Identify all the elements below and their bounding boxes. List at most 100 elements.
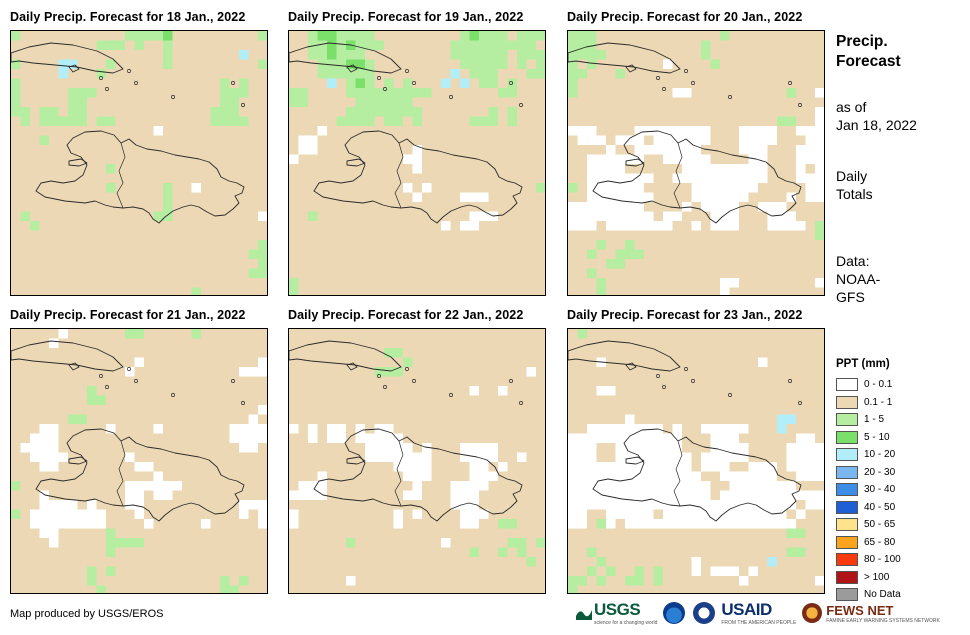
precip-cell bbox=[182, 192, 192, 203]
precip-cell bbox=[327, 452, 337, 463]
precip-cell bbox=[201, 538, 211, 548]
precip-cell bbox=[653, 538, 664, 548]
precip-cell bbox=[96, 452, 107, 463]
precip-cell bbox=[825, 98, 826, 108]
precip-cell bbox=[777, 576, 787, 586]
precip-cell bbox=[49, 173, 59, 184]
precip-cell bbox=[201, 249, 211, 260]
precip-cell bbox=[384, 192, 394, 203]
precip-cell bbox=[403, 405, 413, 415]
precip-cell bbox=[229, 519, 240, 529]
precip-cell bbox=[298, 116, 309, 127]
precip-cell bbox=[163, 376, 173, 387]
precip-cell bbox=[422, 338, 432, 349]
precip-cell bbox=[546, 88, 547, 98]
precip-cell bbox=[546, 491, 547, 501]
precip-cell bbox=[526, 211, 537, 222]
precip-cell bbox=[625, 59, 635, 70]
precip-cell bbox=[653, 367, 664, 377]
precip-cell bbox=[615, 585, 626, 593]
precip-cell bbox=[606, 462, 616, 472]
precip-cell bbox=[39, 519, 50, 529]
precip-cell bbox=[625, 348, 635, 358]
precip-cell bbox=[87, 414, 97, 425]
precip-cell bbox=[634, 528, 645, 539]
precip-cell bbox=[11, 145, 21, 155]
precip-cell bbox=[210, 183, 221, 193]
precip-cell bbox=[710, 278, 721, 288]
precip-cell bbox=[327, 107, 337, 117]
precip-cell bbox=[796, 500, 806, 510]
precip-cell bbox=[777, 192, 787, 203]
precip-cell bbox=[346, 211, 356, 222]
precip-cell bbox=[469, 249, 480, 260]
precip-cell bbox=[606, 31, 616, 41]
precip-cell bbox=[336, 329, 347, 339]
islet bbox=[728, 95, 732, 99]
precip-cell bbox=[239, 69, 249, 79]
precip-cell bbox=[144, 471, 154, 482]
precip-cell bbox=[536, 183, 545, 193]
precip-cell bbox=[739, 259, 749, 269]
precip-cell bbox=[210, 500, 221, 510]
precip-cell bbox=[298, 414, 309, 425]
precip-cell bbox=[258, 50, 267, 60]
precip-cell bbox=[479, 97, 489, 108]
precip-cell bbox=[507, 519, 518, 529]
precip-cell bbox=[210, 528, 221, 539]
precip-cell bbox=[786, 221, 797, 231]
precip-cell bbox=[815, 528, 824, 539]
precip-cell bbox=[30, 500, 40, 510]
precip-cell bbox=[134, 211, 145, 222]
precip-cell bbox=[268, 348, 269, 358]
precip-cell bbox=[479, 452, 489, 463]
precip-cell bbox=[682, 145, 692, 155]
precip-cell bbox=[20, 126, 31, 136]
precip-cell bbox=[596, 154, 607, 165]
precip-cell bbox=[298, 202, 309, 212]
precip-cell bbox=[786, 88, 797, 98]
precip-cell bbox=[39, 528, 50, 539]
precip-cell bbox=[115, 40, 126, 51]
precip-cell bbox=[625, 519, 635, 529]
precip-cell bbox=[606, 414, 616, 425]
precip-cell bbox=[615, 59, 626, 70]
precip-cell bbox=[182, 538, 192, 548]
precip-cell bbox=[58, 481, 69, 491]
precip-cell bbox=[298, 443, 309, 453]
precip-cell bbox=[298, 357, 309, 368]
precip-cell bbox=[682, 433, 692, 444]
precip-cell bbox=[777, 433, 787, 444]
islet bbox=[662, 385, 666, 389]
precip-cell bbox=[796, 268, 806, 279]
precip-cell bbox=[298, 424, 309, 434]
precip-cell bbox=[517, 462, 527, 472]
precip-cell bbox=[20, 211, 31, 222]
precip-cell bbox=[701, 278, 711, 288]
precip-cell bbox=[767, 443, 778, 453]
precip-cell bbox=[87, 424, 97, 434]
precip-cell bbox=[767, 471, 778, 482]
precip-cell bbox=[317, 405, 328, 415]
precip-cell bbox=[805, 173, 816, 184]
precip-cell bbox=[201, 78, 211, 89]
precip-cell bbox=[210, 268, 221, 279]
precip-cell bbox=[450, 31, 461, 41]
precip-cell bbox=[298, 249, 309, 260]
precip-cell bbox=[606, 329, 616, 339]
precip-cell bbox=[268, 396, 269, 406]
precip-cell bbox=[507, 278, 518, 288]
precip-cell bbox=[682, 462, 692, 472]
precip-cell bbox=[248, 145, 259, 155]
precip-cell bbox=[767, 414, 778, 425]
precip-cell bbox=[469, 348, 480, 358]
precip-cell bbox=[729, 433, 740, 444]
precip-cell bbox=[815, 240, 824, 250]
precip-cell bbox=[153, 585, 164, 593]
precip-cell bbox=[220, 519, 230, 529]
precip-cell bbox=[327, 576, 337, 586]
precip-cell bbox=[479, 211, 489, 222]
precip-cell bbox=[825, 453, 826, 463]
precip-cell bbox=[587, 357, 597, 368]
precip-cell bbox=[517, 50, 527, 60]
